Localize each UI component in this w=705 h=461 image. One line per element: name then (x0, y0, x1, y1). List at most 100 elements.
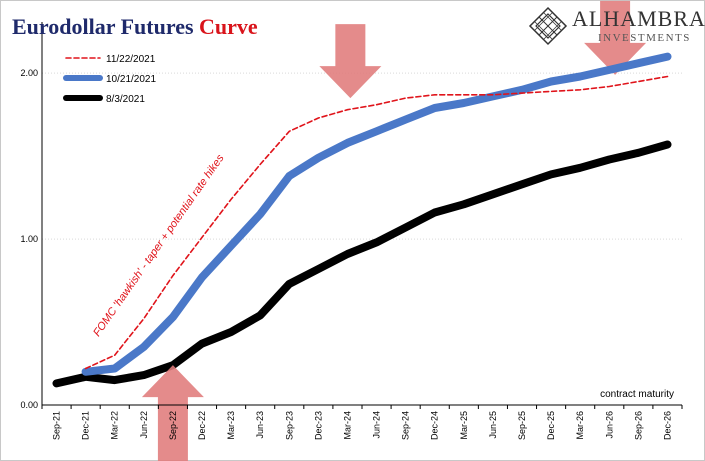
data-point-11-22-2021-Dec-25 (551, 91, 552, 92)
x-tick-label-Sep-24: Sep-24 (401, 411, 411, 440)
data-point-11-22-2021-Jun-24 (376, 104, 377, 105)
data-point-10-21-2021-Jun-23 (260, 214, 261, 215)
data-point-10-21-2021-Jun-24 (376, 131, 377, 132)
x-tick-label-Sep-22: Sep-22 (168, 411, 178, 440)
data-point-11-22-2021-Mar-23 (231, 199, 232, 200)
data-point-10-21-2021-Dec-24 (434, 108, 435, 109)
data-point-8-3-2021-Dec-23 (318, 269, 319, 270)
data-point-8-3-2021-Sep-23 (289, 283, 290, 284)
data-point-11-22-2021-Mar-22 (114, 355, 115, 356)
data-point-11-22-2021-Sep-25 (522, 93, 523, 94)
data-point-8-3-2021-Mar-23 (231, 332, 232, 333)
data-point-11-22-2021-Sep-23 (289, 131, 290, 132)
x-tick-label-Jun-26: Jun-26 (604, 411, 614, 439)
logo-sub: INVESTMENTS (598, 32, 691, 44)
data-point-11-22-2021-Mar-26 (580, 89, 581, 90)
title-main: Eurodollar Futures (12, 14, 200, 39)
legend-label-1: 10/21/2021 (106, 74, 156, 85)
x-tick-label-Mar-23: Mar-23 (226, 411, 236, 440)
data-point-10-21-2021-Sep-26 (638, 63, 639, 64)
data-point-10-21-2021-Sep-25 (522, 89, 523, 90)
x-tick-label-Sep-21: Sep-21 (52, 411, 62, 440)
y-tick-label-2: 2.00 (20, 68, 38, 78)
page-title: Eurodollar Futures Curve (12, 14, 258, 40)
legend-label-0: 11/22/2021 (106, 54, 156, 65)
x-tick-label-Sep-25: Sep-25 (517, 411, 527, 440)
data-point-8-3-2021-Sep-21 (56, 383, 57, 384)
data-point-8-3-2021-Jun-26 (609, 159, 610, 160)
data-point-11-22-2021-Jun-25 (492, 94, 493, 95)
data-point-10-21-2021-Mar-24 (347, 142, 348, 143)
axes: 0.00 1.00 2.00 Sep-21 Dec-21 Mar-22 Jun-22 Sep-… (20, 22, 683, 440)
data-point-8-3-2021-Jun-23 (260, 315, 261, 316)
x-tick-label-Jun-24: Jun-24 (372, 411, 382, 439)
x-tick-label-Mar-24: Mar-24 (342, 411, 352, 440)
data-point-11-22-2021-Dec-22 (202, 237, 203, 238)
data-point-8-3-2021-Sep-25 (522, 184, 523, 185)
data-point-11-22-2021-Dec-21 (85, 368, 86, 369)
x-tick-label-Dec-26: Dec-26 (662, 411, 672, 440)
data-point-11-22-2021-Mar-25 (463, 94, 464, 95)
series-line-10-21-2021 (81, 52, 672, 376)
x-tick-label-Mar-25: Mar-25 (459, 411, 469, 440)
arrow-layer (319, 0, 647, 99)
arrow-down-1 (584, 0, 647, 75)
data-point-10-21-2021-Dec-26 (667, 56, 668, 57)
data-point-11-22-2021-Sep-24 (405, 98, 406, 99)
data-point-8-3-2021-Sep-24 (405, 227, 406, 228)
data-point-11-22-2021-Jun-23 (260, 164, 261, 165)
data-point-11-22-2021-Sep-26 (638, 81, 639, 82)
legend-label-2: 8/3/2021 (106, 94, 145, 105)
x-tick-label-Sep-26: Sep-26 (633, 411, 643, 440)
data-point-8-3-2021-Jun-25 (492, 194, 493, 195)
data-point-8-3-2021-Sep-26 (638, 152, 639, 153)
data-point-8-3-2021-Dec-21 (85, 376, 86, 377)
data-point-10-21-2021-Sep-22 (172, 317, 173, 318)
data-point-11-22-2021-Dec-23 (318, 118, 319, 119)
data-point-10-21-2021-Jun-26 (609, 69, 610, 70)
data-point-10-21-2021-Dec-25 (551, 81, 552, 82)
data-point-8-3-2021-Mar-26 (580, 167, 581, 168)
x-axis-label: contract maturity (600, 389, 674, 400)
data-point-8-3-2021-Mar-22 (114, 380, 115, 381)
data-point-8-3-2021-Dec-24 (434, 212, 435, 213)
annotation-fomc: FOMC 'hawkish' - taper + potential rate … (91, 152, 227, 339)
data-point-8-3-2021-Jun-24 (376, 242, 377, 243)
arrow-down-0 (319, 24, 382, 99)
y-tick-label-1: 1.00 (20, 234, 38, 244)
data-point-10-21-2021-Dec-23 (318, 157, 319, 158)
x-tick-label-Sep-23: Sep-23 (284, 411, 294, 440)
data-point-10-21-2021-Sep-23 (289, 176, 290, 177)
series-line-8-3-2021 (52, 140, 672, 388)
x-tick-label-Dec-25: Dec-25 (546, 411, 556, 440)
data-point-10-21-2021-Mar-23 (231, 245, 232, 246)
data-point-10-21-2021-Mar-26 (580, 76, 581, 77)
x-tick-label-Mar-22: Mar-22 (110, 411, 120, 440)
data-point-8-3-2021-Mar-25 (463, 204, 464, 205)
data-point-10-21-2021-Dec-22 (202, 277, 203, 278)
y-tick-label-0: 0.00 (20, 400, 38, 410)
series-layer (52, 52, 672, 388)
data-point-8-3-2021-Dec-22 (202, 343, 203, 344)
data-point-11-22-2021-Dec-24 (434, 94, 435, 95)
data-point-11-22-2021-Dec-26 (667, 76, 668, 77)
data-point-8-3-2021-Mar-24 (347, 254, 348, 255)
data-point-10-21-2021-Mar-25 (463, 103, 464, 104)
logo-name: ALHAMBRA (572, 6, 705, 31)
x-tick-label-Dec-21: Dec-21 (81, 411, 91, 440)
data-point-11-22-2021-Jun-22 (143, 318, 144, 319)
diamond-lattice-icon (528, 6, 568, 46)
data-point-10-21-2021-Jun-25 (492, 96, 493, 97)
x-tick-label-Jun-22: Jun-22 (139, 411, 149, 439)
data-point-10-21-2021-Jun-22 (143, 346, 144, 347)
x-tick-label-Dec-23: Dec-23 (313, 411, 323, 440)
x-tick-label-Jun-23: Jun-23 (255, 411, 265, 439)
data-point-11-22-2021-Mar-24 (347, 109, 348, 110)
x-tick-label-Jun-25: Jun-25 (488, 411, 498, 439)
data-point-10-21-2021-Dec-21 (85, 371, 86, 372)
data-point-11-22-2021-Sep-22 (172, 275, 173, 276)
data-point-8-3-2021-Dec-26 (667, 144, 668, 145)
x-tick-label-Dec-24: Dec-24 (430, 411, 440, 440)
arrow-up-2 (141, 365, 204, 461)
